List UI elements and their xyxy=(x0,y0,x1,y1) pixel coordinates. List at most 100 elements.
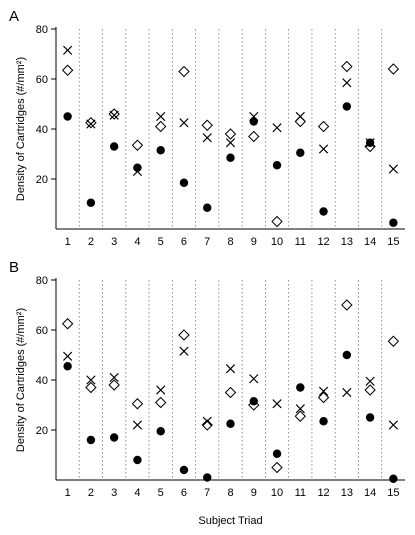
x-tick-label: 3 xyxy=(111,236,117,248)
data-point-diamond xyxy=(154,120,167,133)
data-point-diamond xyxy=(271,215,283,228)
data-point-diamond xyxy=(61,64,74,76)
x-tick-label: 13 xyxy=(341,487,353,499)
x-tick-label: 14 xyxy=(364,487,376,499)
data-point-diamond xyxy=(364,140,376,153)
data-point-circle xyxy=(272,161,282,170)
data-point-diamond xyxy=(248,130,260,143)
data-point-cross xyxy=(202,416,212,426)
data-point-diamond xyxy=(178,329,190,341)
data-point-cross xyxy=(249,374,259,384)
data-point-cross xyxy=(388,164,398,174)
data-point-cross xyxy=(86,375,96,385)
data-point-diamond xyxy=(61,318,74,330)
data-point-circle xyxy=(389,474,398,483)
data-point-circle xyxy=(389,218,398,227)
x-tick-label: 6 xyxy=(181,236,187,248)
data-point-cross xyxy=(132,166,143,177)
data-point-diamond xyxy=(317,391,330,404)
y-tick-label: 60 xyxy=(36,325,48,337)
data-point-circle xyxy=(226,419,235,428)
data-point-cross xyxy=(225,138,236,148)
data-point-circle xyxy=(86,435,96,445)
data-point-cross xyxy=(342,387,352,398)
x-tick-label: 15 xyxy=(387,487,399,499)
data-point-circle xyxy=(133,163,142,172)
data-point-diamond xyxy=(387,335,400,347)
data-point-circle xyxy=(156,146,165,155)
data-point-circle xyxy=(109,433,119,442)
data-point-diamond xyxy=(248,399,260,411)
x-tick-label: 10 xyxy=(271,236,283,248)
data-point-circle xyxy=(179,465,189,475)
data-point-circle xyxy=(63,362,72,371)
x-tick-label: 5 xyxy=(158,236,164,248)
data-point-circle xyxy=(86,198,96,207)
x-tick-label: 2 xyxy=(88,487,94,499)
data-point-circle xyxy=(133,455,142,465)
y-tick-label: 60 xyxy=(36,74,48,86)
data-point-cross xyxy=(365,138,375,148)
x-tick-label: 5 xyxy=(158,487,164,499)
data-point-diamond xyxy=(341,60,353,73)
data-point-circle xyxy=(249,397,258,406)
data-point-circle xyxy=(63,112,72,121)
data-point-diamond xyxy=(364,384,376,396)
x-tick-label: 13 xyxy=(341,236,353,248)
data-point-circle xyxy=(272,449,282,458)
data-point-circle xyxy=(226,153,235,162)
data-point-diamond xyxy=(317,120,330,133)
data-point-circle xyxy=(342,350,352,360)
data-point-circle xyxy=(296,148,305,157)
data-point-cross xyxy=(295,404,305,414)
y-tick-label: 80 xyxy=(36,24,48,36)
y-tick-label: 40 xyxy=(36,124,48,136)
data-point-circle xyxy=(179,178,189,187)
y-tick-label: 20 xyxy=(36,425,48,437)
x-tick-label: 15 xyxy=(387,236,399,248)
data-point-circle xyxy=(319,417,328,426)
data-point-cross xyxy=(63,351,73,361)
x-tick-label: 9 xyxy=(251,236,257,248)
data-point-diamond xyxy=(294,115,307,128)
data-point-diamond xyxy=(131,139,144,151)
x-tick-label: 12 xyxy=(317,236,329,248)
y-tick-label: 20 xyxy=(36,174,48,186)
data-point-circle xyxy=(156,427,165,436)
data-point-circle xyxy=(109,142,119,151)
data-point-cross xyxy=(318,386,329,396)
x-tick-label: 3 xyxy=(111,487,117,499)
data-point-circle xyxy=(249,117,258,126)
data-point-cross xyxy=(272,399,282,409)
data-point-cross xyxy=(63,45,73,55)
data-point-circle xyxy=(365,413,375,422)
data-point-diamond xyxy=(131,398,144,410)
data-point-cross xyxy=(109,372,119,383)
data-point-diamond xyxy=(108,379,120,391)
x-axis-title: Subject Triad xyxy=(198,515,262,527)
x-tick-label: 8 xyxy=(227,487,233,499)
data-point-circle xyxy=(203,203,212,212)
data-point-circle xyxy=(296,383,305,392)
x-tick-label: 7 xyxy=(204,487,210,499)
data-point-cross xyxy=(318,144,329,154)
data-point-diamond xyxy=(201,119,213,131)
x-tick-label: 2 xyxy=(88,236,94,248)
data-point-diamond xyxy=(85,117,97,129)
x-tick-label: 8 xyxy=(227,236,233,248)
x-tick-label: 11 xyxy=(295,236,306,248)
y-axis-title: Density of Cartridges (#/mm²) xyxy=(15,57,27,201)
data-point-cross xyxy=(342,78,352,88)
x-tick-label: 10 xyxy=(271,487,283,499)
data-point-cross xyxy=(249,111,259,122)
data-point-circle xyxy=(203,473,212,482)
y-tick-label: 40 xyxy=(36,375,48,387)
data-point-circle xyxy=(342,102,352,111)
data-point-diamond xyxy=(154,396,167,409)
data-point-cross xyxy=(132,420,143,430)
data-point-diamond xyxy=(387,63,400,75)
x-tick-label: 7 xyxy=(204,236,210,248)
